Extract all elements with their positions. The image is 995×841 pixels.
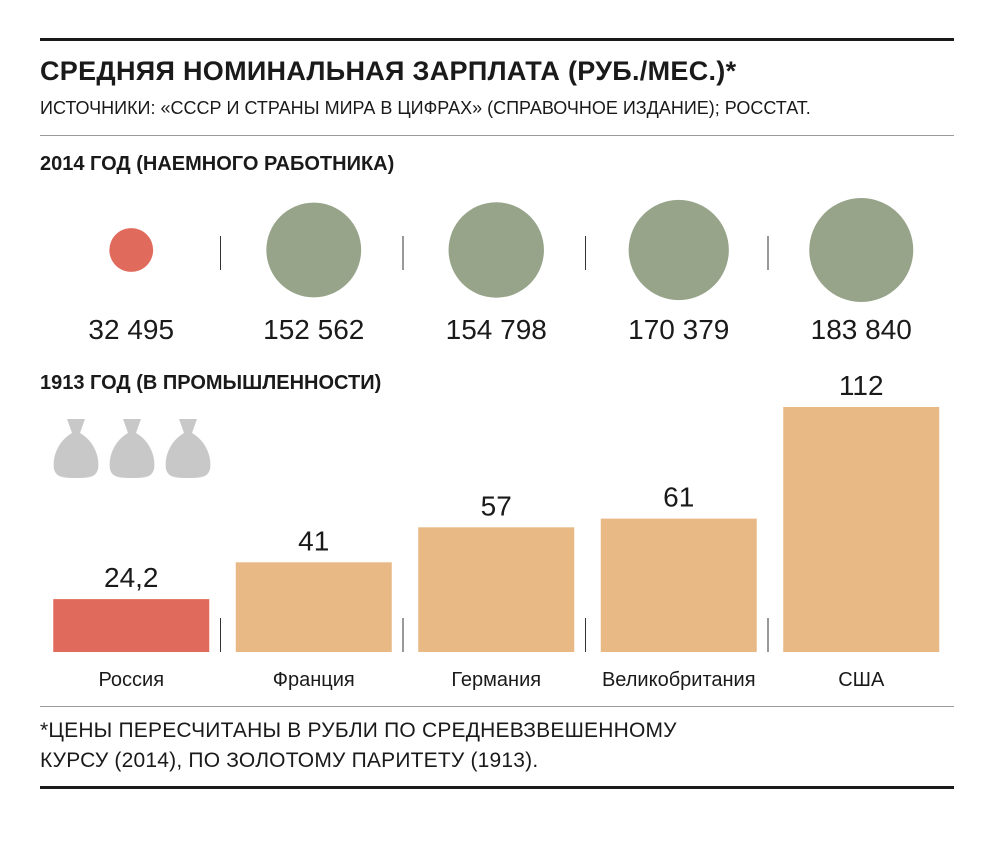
bar-france: [235, 562, 392, 652]
bar-value-label: 112: [839, 370, 884, 401]
bubble-france: [266, 202, 362, 298]
section-title-2014: 2014 ГОД (НАЕМНОГО РАБОТНИКА): [40, 153, 395, 175]
bar-value-label: 61: [663, 482, 694, 513]
money-bag-icon: [109, 419, 155, 478]
category-label: Германия: [451, 669, 541, 691]
bar-usa: [783, 407, 940, 652]
footnote-line-2: КУРСУ (2014), ПО ЗОЛОТОМУ ПАРИТЕТУ (1913…: [40, 749, 539, 772]
sources-note: ИСТОЧНИКИ: «СССР И СТРАНЫ МИРА В ЦИФРАХ»…: [40, 98, 811, 118]
bar-germany: [418, 527, 575, 652]
category-label: Франция: [273, 669, 355, 691]
bubble-germany: [448, 202, 544, 298]
bubble-uk: [628, 199, 729, 301]
bar-value-label: 41: [298, 525, 329, 556]
bubble-value-label: 154 798: [446, 314, 547, 345]
title-divider: [40, 135, 954, 136]
chart-title: СРЕДНЯЯ НОМИНАЛЬНАЯ ЗАРПЛАТА (РУБ./МЕС.)…: [40, 56, 737, 86]
footnote: *ЦЕНЫ ПЕРЕСЧИТАНЫ В РУБЛИ ПО СРЕДНЕВЗВЕШ…: [40, 716, 940, 776]
bar-value-label: 24,2: [104, 562, 159, 593]
category-label: Россия: [98, 669, 164, 691]
bar-value-label: 57: [481, 490, 512, 521]
footnote-line-1: *ЦЕНЫ ПЕРЕСЧИТАНЫ В РУБЛИ ПО СРЕДНЕВЗВЕШ…: [40, 719, 677, 742]
money-bag-icon: [165, 419, 211, 478]
footnote-divider: [40, 706, 954, 707]
section-title-1913: 1913 ГОД (В ПРОМЫШЛЕННОСТИ): [40, 372, 382, 394]
bubble-value-label: 170 379: [628, 314, 729, 345]
top-rule: [40, 38, 954, 41]
category-label: Великобритания: [602, 669, 756, 691]
bubble-value-label: 183 840: [811, 314, 912, 345]
bar-uk: [600, 518, 757, 652]
bubble-usa: [809, 198, 914, 302]
bubble-value-label: 32 495: [88, 314, 174, 345]
money-bag-icon: [53, 419, 99, 478]
bottom-rule: [40, 786, 954, 789]
category-label: США: [838, 669, 885, 691]
bar-russia: [53, 599, 210, 652]
bubble-value-label: 152 562: [263, 314, 364, 345]
bubble-russia: [109, 228, 154, 272]
